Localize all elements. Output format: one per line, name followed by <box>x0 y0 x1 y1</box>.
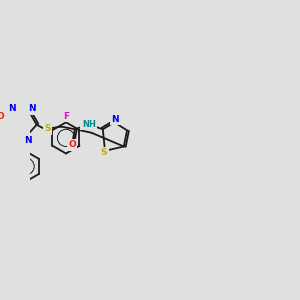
Text: NH: NH <box>82 120 96 129</box>
Text: N: N <box>111 115 119 124</box>
Text: F: F <box>63 112 69 121</box>
Text: N: N <box>28 104 35 113</box>
Text: N: N <box>8 104 16 113</box>
Text: S: S <box>101 148 107 158</box>
Text: O: O <box>0 112 4 121</box>
Text: S: S <box>44 124 51 133</box>
Text: N: N <box>24 136 32 146</box>
Text: O: O <box>68 140 76 149</box>
